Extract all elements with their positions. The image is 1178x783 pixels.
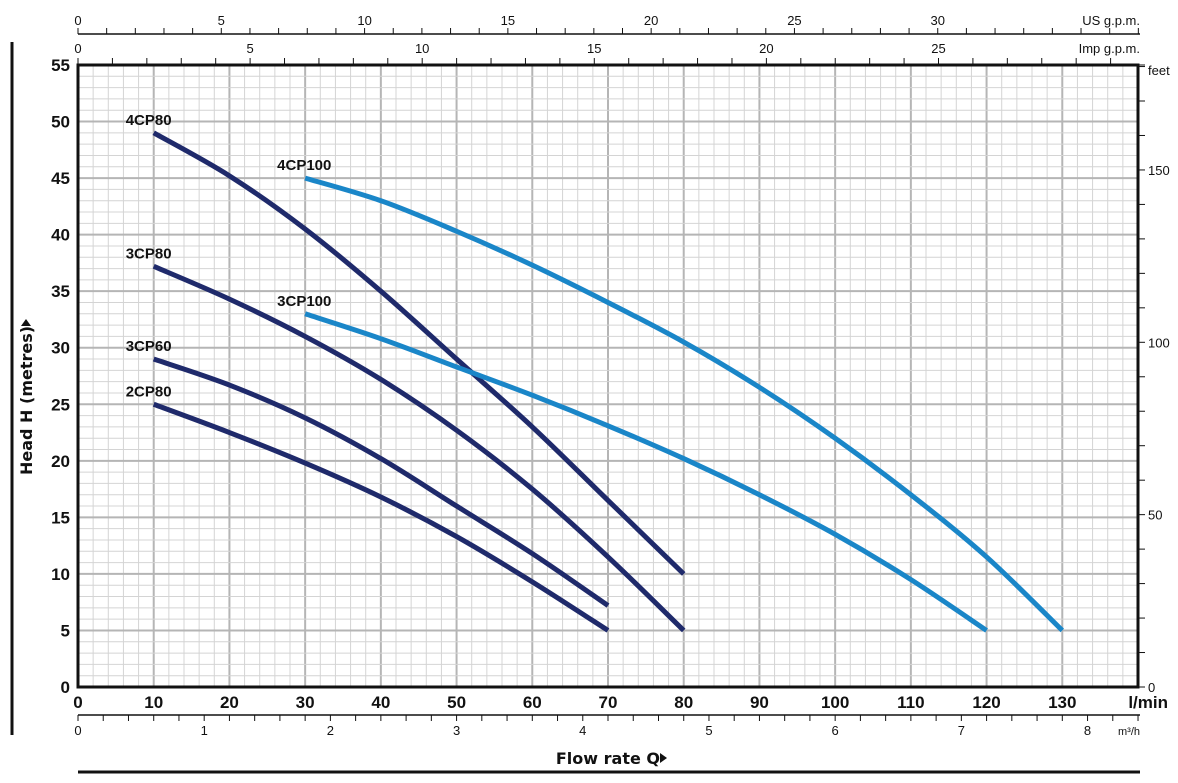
imp-gpm-tick-label: 5 xyxy=(246,41,253,56)
series-label: 2CP80 xyxy=(126,383,172,400)
y-tick-label: 10 xyxy=(51,565,70,584)
series-line-3cp80 xyxy=(152,264,686,633)
imp-gpm-tick-label: 15 xyxy=(587,41,601,56)
m3h-tick-label: 7 xyxy=(958,723,965,738)
m3h-tick-label: 2 xyxy=(327,723,334,738)
imp-gpm-tick-label: 25 xyxy=(931,41,945,56)
m3h-tick-label: 0 xyxy=(74,723,81,738)
m3h-tick-label: 8 xyxy=(1084,723,1091,738)
m3h-tick-label: 1 xyxy=(201,723,208,738)
us-gpm-tick-label: 20 xyxy=(644,13,658,28)
series-label: 3CP100 xyxy=(277,293,331,310)
y-arrow-icon xyxy=(21,319,31,326)
plot-frame xyxy=(76,63,1140,689)
imp-gpm-tick-label: 0 xyxy=(74,41,81,56)
imp-gpm-label: Imp g.p.m. xyxy=(1079,41,1140,56)
y-tick-label: 30 xyxy=(51,339,70,358)
x-arrow-icon xyxy=(660,753,667,763)
m3h-tick-label: 5 xyxy=(705,723,712,738)
y-tick-label: 15 xyxy=(51,508,70,527)
x-tick-label: 40 xyxy=(371,693,390,712)
x-tick-label: 20 xyxy=(220,693,239,712)
x-axis-title: Flow rate Q xyxy=(556,749,660,768)
x-unit-label: l/min xyxy=(1128,693,1168,712)
series-label: 4CP80 xyxy=(126,112,172,129)
y-tick-label: 45 xyxy=(51,169,70,188)
x-tick-label: 110 xyxy=(897,693,924,712)
series-line-2cp80 xyxy=(152,401,610,633)
y-tick-label: 20 xyxy=(51,452,70,471)
x-tick-label: 100 xyxy=(821,693,849,712)
series-label: 3CP80 xyxy=(126,245,172,262)
y-tick-label: 55 xyxy=(51,56,70,75)
us-gpm-tick-label: 25 xyxy=(787,13,801,28)
y-tick-label: 25 xyxy=(51,395,70,414)
x-tick-label: 80 xyxy=(674,693,693,712)
y-tick-label: 40 xyxy=(51,226,70,245)
y-axis-title: Head H (metres) xyxy=(17,326,36,475)
x-tick-label: 70 xyxy=(599,693,618,712)
x-tick-label: 130 xyxy=(1048,693,1076,712)
us-gpm-tick-label: 0 xyxy=(74,13,81,28)
series-line-3cp60 xyxy=(152,356,610,608)
x-tick-label: 0 xyxy=(73,693,82,712)
us-gpm-tick-label: 5 xyxy=(218,13,225,28)
imp-gpm-tick-label: 20 xyxy=(759,41,773,56)
series-line-4cp100 xyxy=(304,175,1065,633)
feet-tick-label: 50 xyxy=(1148,508,1162,523)
y-tick-label: 5 xyxy=(61,621,70,640)
x-tick-label: 30 xyxy=(296,693,315,712)
x-tick-label: 50 xyxy=(447,693,466,712)
imp-gpm-tick-label: 10 xyxy=(415,41,429,56)
feet-tick-label: 100 xyxy=(1148,335,1170,350)
series-line-4cp80 xyxy=(152,130,686,576)
x-tick-label: 120 xyxy=(972,693,1000,712)
m3h-label: m³/h xyxy=(1118,726,1140,738)
us-gpm-tick-label: 15 xyxy=(501,13,515,28)
x-tick-label: 90 xyxy=(750,693,769,712)
x-tick-label: 10 xyxy=(144,693,163,712)
x-tick-label: 60 xyxy=(523,693,542,712)
y-tick-label: 35 xyxy=(51,282,70,301)
m3h-tick-label: 4 xyxy=(579,723,586,738)
feet-tick-label: 150 xyxy=(1148,163,1170,178)
series-line-3cp100 xyxy=(304,311,988,633)
series-label: 4CP100 xyxy=(277,157,331,174)
us-gpm-tick-label: 10 xyxy=(357,13,371,28)
m3h-tick-label: 6 xyxy=(832,723,839,738)
us-gpm-tick-label: 30 xyxy=(931,13,945,28)
m3h-tick-label: 3 xyxy=(453,723,460,738)
series-label: 3CP60 xyxy=(126,338,172,355)
y-tick-label: 50 xyxy=(51,113,70,132)
feet-label: feet xyxy=(1148,63,1170,78)
us-gpm-label: US g.p.m. xyxy=(1082,13,1140,28)
feet-tick-label: 0 xyxy=(1148,680,1155,695)
y-tick-label: 0 xyxy=(61,678,70,697)
